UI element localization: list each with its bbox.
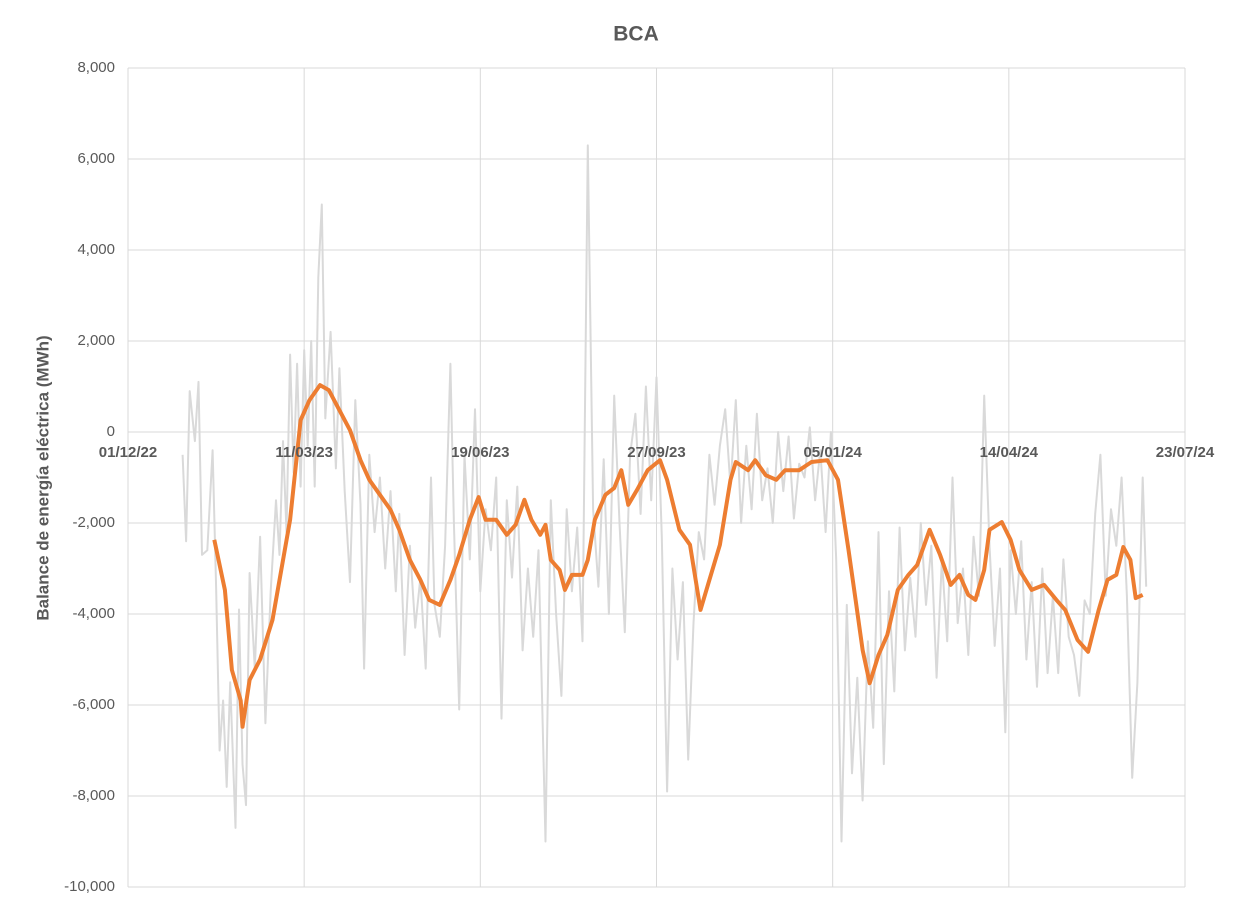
y-axis-title: Balance de energía eléctrica (MWh) — [33, 335, 52, 620]
y-tick-label: 6,000 — [77, 150, 115, 167]
chart-title: BCA — [613, 23, 659, 46]
y-tick-label: -2,000 — [72, 514, 115, 531]
y-tick-label: 2,000 — [77, 332, 115, 349]
plot-area — [181, 144, 1148, 843]
y-tick-label: -8,000 — [72, 787, 115, 804]
y-tick-label: 4,000 — [77, 241, 115, 258]
x-tick-label: 23/07/24 — [1156, 444, 1215, 461]
y-tick-label: 8,000 — [77, 59, 115, 76]
x-tick-label: 01/12/22 — [99, 444, 157, 461]
tick-labels: -10,000 -8,000 -6,000 -4,000 -2,000 0 2,000 4,0… — [64, 59, 1215, 895]
y-tick-label: -10,000 — [64, 878, 115, 895]
y-tick-label: 0 — [107, 423, 115, 440]
x-tick-label: 19/06/23 — [451, 444, 509, 461]
x-tick-label: 27/09/23 — [627, 444, 685, 461]
grid — [127, 67, 1186, 888]
x-tick-label: 05/01/24 — [803, 444, 862, 461]
x-tick-label: 14/04/24 — [980, 444, 1039, 461]
data-line — [212, 383, 1144, 729]
y-tick-label: -6,000 — [72, 696, 115, 713]
x-tick-label: 11/03/23 — [275, 444, 333, 461]
y-tick-label: -4,000 — [72, 605, 115, 622]
